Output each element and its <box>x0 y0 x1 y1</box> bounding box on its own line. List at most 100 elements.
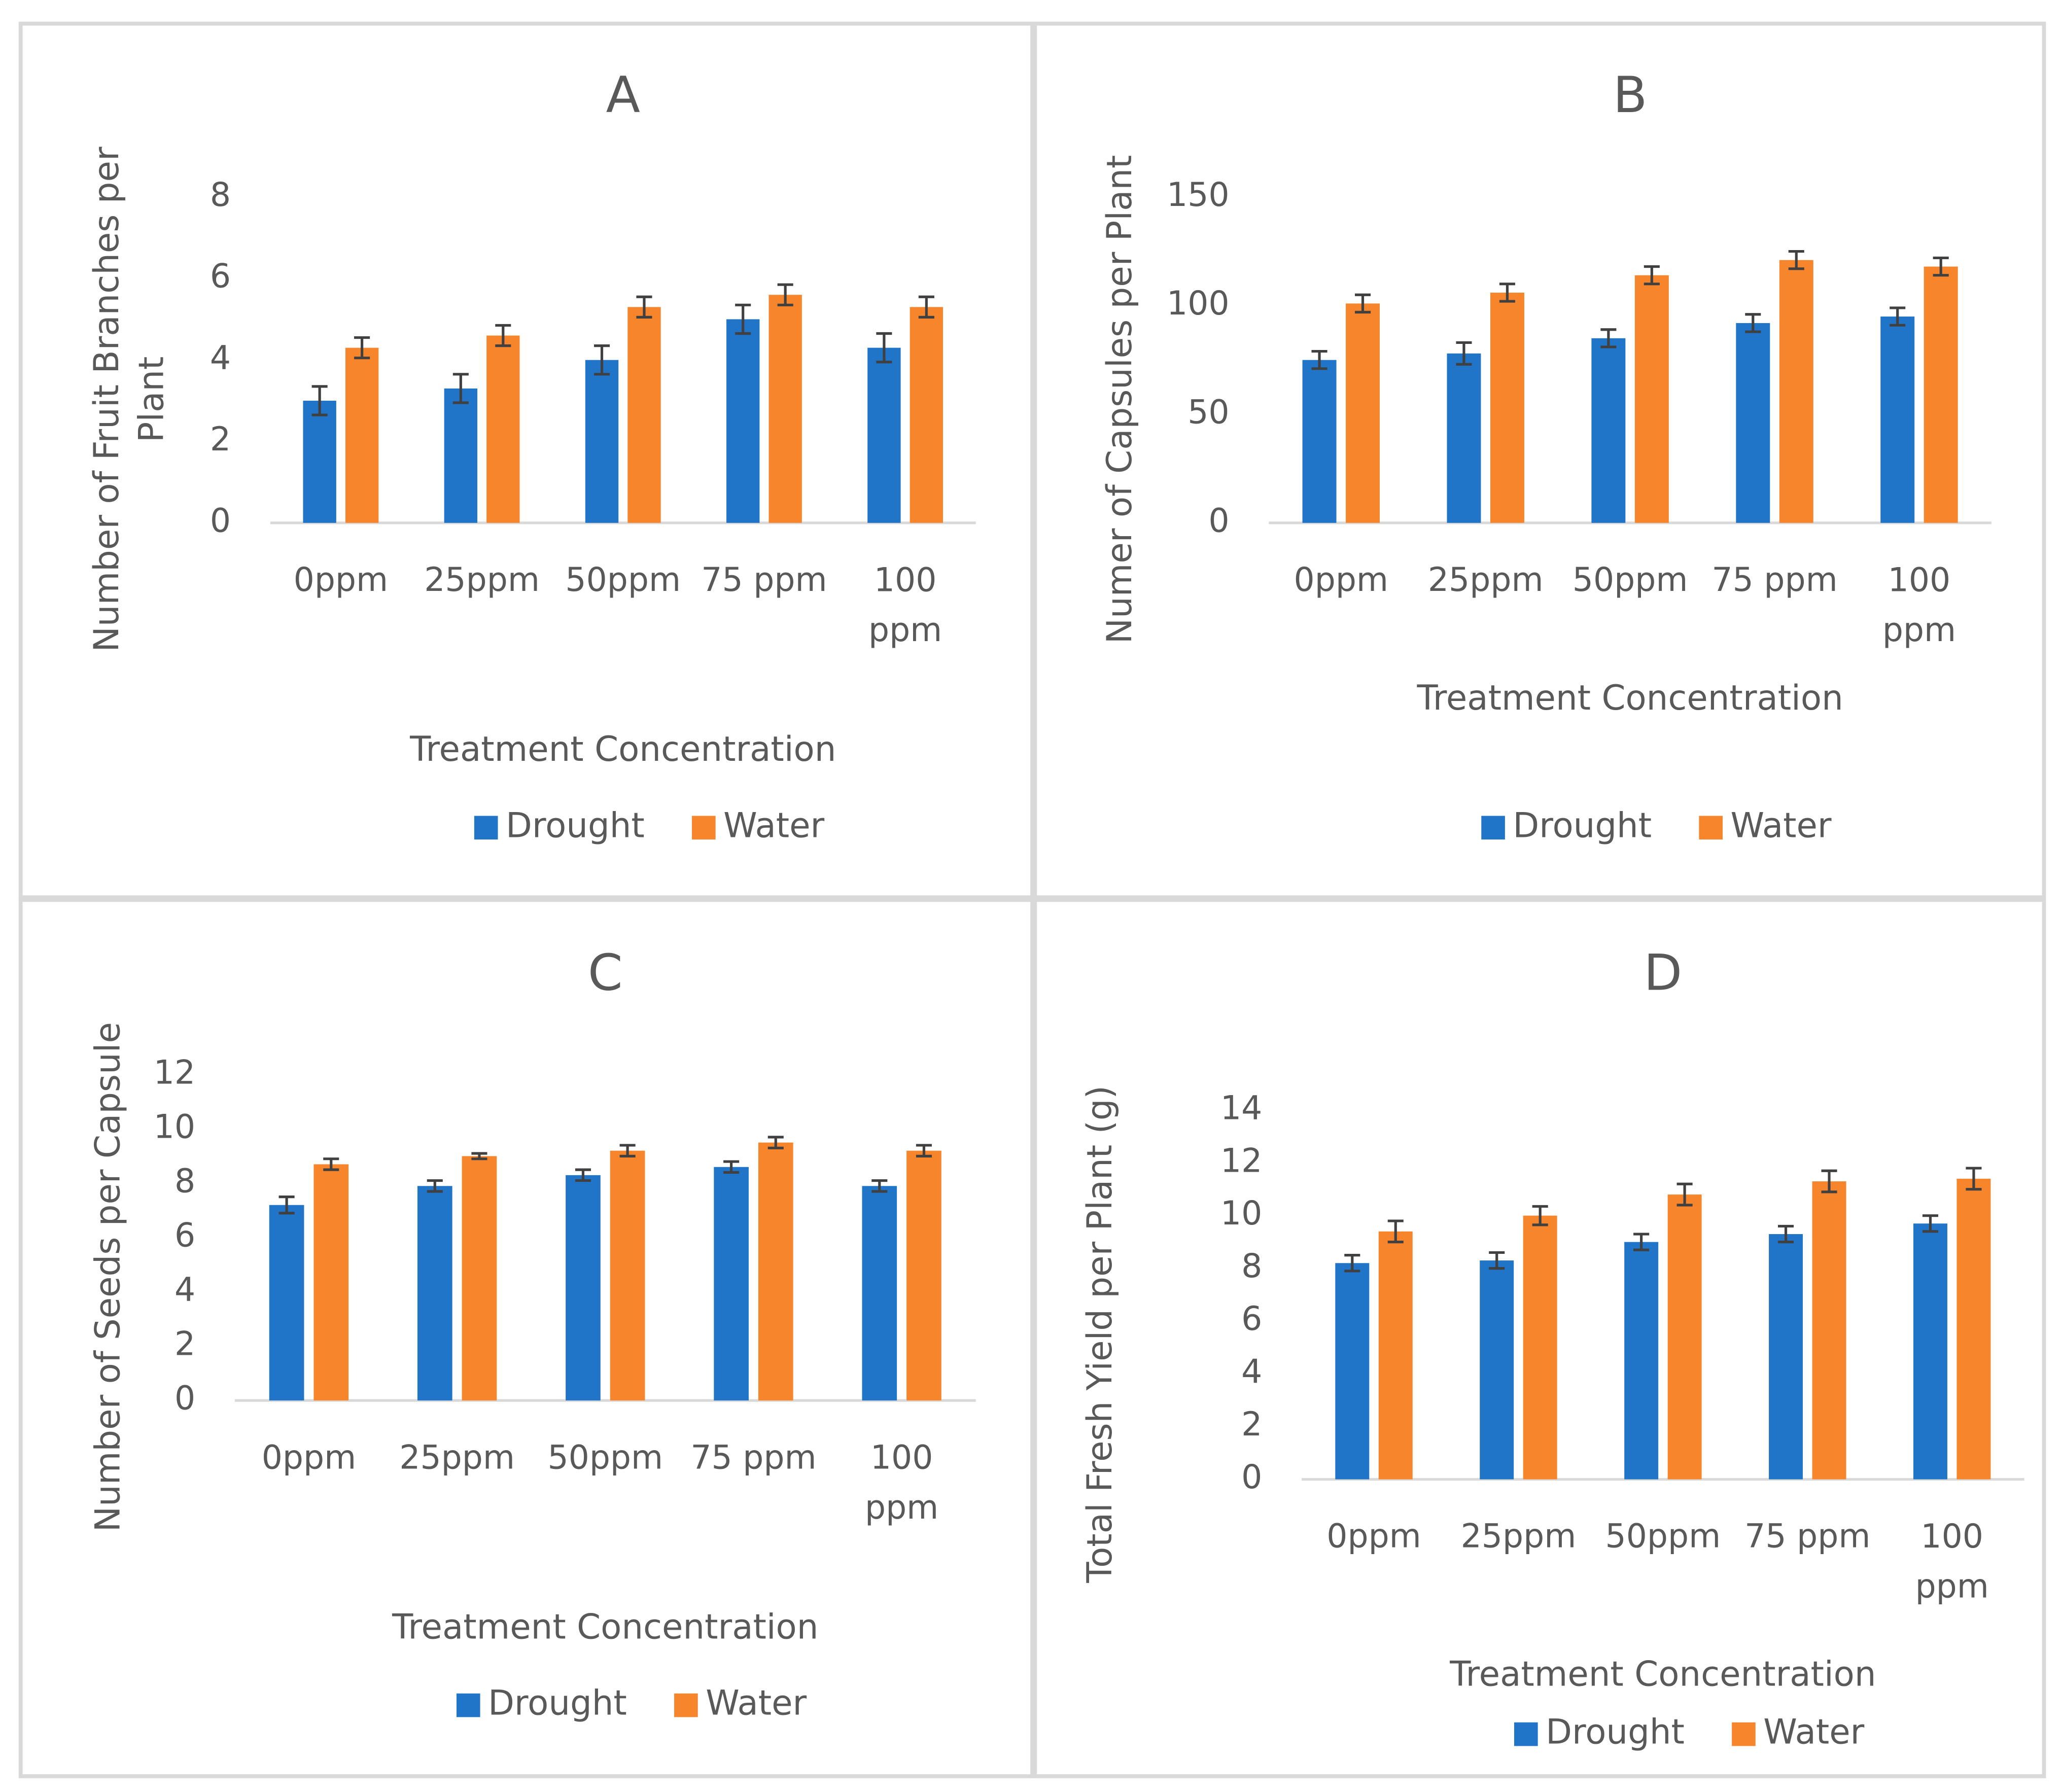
error-bar <box>735 303 751 335</box>
error-bar <box>278 1196 295 1215</box>
error-bar <box>427 1179 443 1193</box>
y-tick-label: 6 <box>174 1217 195 1255</box>
error-bar <box>1644 265 1660 286</box>
bar <box>1880 317 1915 523</box>
x-tick-label: 50ppm <box>1572 561 1688 599</box>
x-tick-label: 0ppm <box>294 561 388 599</box>
error-bar <box>1922 1214 1939 1233</box>
x-axis-label: Treatment Concentration <box>1449 1654 1876 1694</box>
y-tick-label: 14 <box>1220 1089 1262 1127</box>
y-axis-label: Number of Seeds per Capsule <box>87 1022 127 1532</box>
error-bar <box>1633 1233 1650 1251</box>
x-tick-label: 0ppm <box>1294 561 1388 599</box>
error-bar <box>636 295 652 319</box>
y-tick-label: 4 <box>1241 1353 1262 1391</box>
x-tick-label: 25ppm <box>1428 561 1544 599</box>
x-tick-label: 100 ppm <box>1915 1518 1989 1605</box>
error-bar <box>1532 1205 1548 1226</box>
x-tick-label: 50ppm <box>1605 1518 1721 1556</box>
y-tick-label: 4 <box>174 1271 195 1309</box>
x-axis-label: Treatment Concentration <box>409 729 836 769</box>
error-bar <box>1354 293 1371 314</box>
legend-swatch <box>456 1693 480 1717</box>
y-axis-label: Total Fresh Yield per Plant (g) <box>1079 1085 1120 1584</box>
bar <box>1447 353 1481 523</box>
bar <box>906 1150 941 1401</box>
chart-title: D <box>1644 944 1682 1002</box>
bar <box>444 388 478 523</box>
x-tick-label: 0ppm <box>262 1438 356 1477</box>
y-tick-label: 0 <box>210 502 231 540</box>
error-bar <box>323 1157 339 1171</box>
x-tick-label: 0ppm <box>1326 1518 1421 1556</box>
x-tick-label: 75 ppm <box>690 1438 816 1477</box>
legend-swatch <box>1481 816 1505 840</box>
bar <box>1335 1263 1370 1480</box>
error-bar <box>354 336 370 360</box>
y-tick-label: 2 <box>210 420 231 459</box>
error-bar <box>1745 313 1761 333</box>
x-tick-label: 100 ppm <box>1882 561 1956 649</box>
error-bar <box>593 344 610 376</box>
bar <box>1769 1234 1803 1480</box>
bar <box>585 360 619 523</box>
bar <box>1924 266 1958 523</box>
legend-label: Water <box>1731 805 1832 845</box>
bar <box>1346 303 1380 523</box>
bar <box>1913 1223 1947 1480</box>
chart-title: A <box>606 66 640 124</box>
chart-title: B <box>1613 66 1648 124</box>
bar <box>768 295 802 523</box>
panel-border <box>18 21 1034 899</box>
legend-label: Water <box>723 805 824 845</box>
error-bar <box>619 1144 636 1157</box>
error-bar <box>1489 1251 1505 1270</box>
error-bar <box>916 1144 932 1157</box>
chart-title: C <box>588 944 623 1002</box>
x-tick-label: 50ppm <box>565 561 681 599</box>
error-bar <box>918 295 934 319</box>
bar <box>1779 260 1813 523</box>
legend-swatch <box>1732 1722 1756 1746</box>
legend-label: Water <box>1763 1712 1864 1752</box>
error-bar <box>723 1160 740 1174</box>
bar <box>758 1142 793 1401</box>
error-bar <box>1499 283 1515 303</box>
error-bar <box>1821 1169 1837 1193</box>
x-tick-label: 75 ppm <box>1744 1518 1870 1556</box>
y-tick-label: 0 <box>1208 502 1229 540</box>
bar <box>1812 1181 1846 1480</box>
x-axis-label: Treatment Concentration <box>392 1606 818 1646</box>
bar <box>486 335 520 523</box>
bar <box>1523 1215 1557 1480</box>
bar <box>610 1150 645 1401</box>
bar <box>313 1164 349 1401</box>
bar <box>1302 360 1337 523</box>
bar <box>627 307 661 523</box>
error-bar <box>311 385 328 416</box>
bar <box>462 1156 497 1401</box>
bar <box>345 347 379 523</box>
legend-label: Drought <box>506 805 645 845</box>
bar <box>1956 1178 1991 1480</box>
x-tick-label: 75 ppm <box>1711 561 1837 599</box>
y-axis-label: Numer of Capsules per Plant <box>1099 155 1139 644</box>
error-bar <box>1890 306 1906 327</box>
panel-border <box>18 898 1034 1778</box>
x-tick-label: 100 ppm <box>868 561 942 649</box>
bar <box>1480 1260 1514 1480</box>
panel-border <box>1033 21 2046 899</box>
error-bar <box>495 324 511 347</box>
y-tick-label: 100 <box>1167 285 1230 323</box>
bar <box>726 319 760 523</box>
legend-label: Water <box>706 1683 807 1723</box>
error-bar <box>1456 341 1472 366</box>
y-tick-label: 150 <box>1167 176 1230 214</box>
error-bar <box>767 1136 784 1149</box>
y-axis-label: Number of Fruit Branches per Plant <box>86 147 171 652</box>
bar <box>1490 292 1524 523</box>
bar <box>714 1167 749 1401</box>
legend: Drought Water <box>1514 1712 1865 1752</box>
error-bar <box>1778 1224 1794 1244</box>
